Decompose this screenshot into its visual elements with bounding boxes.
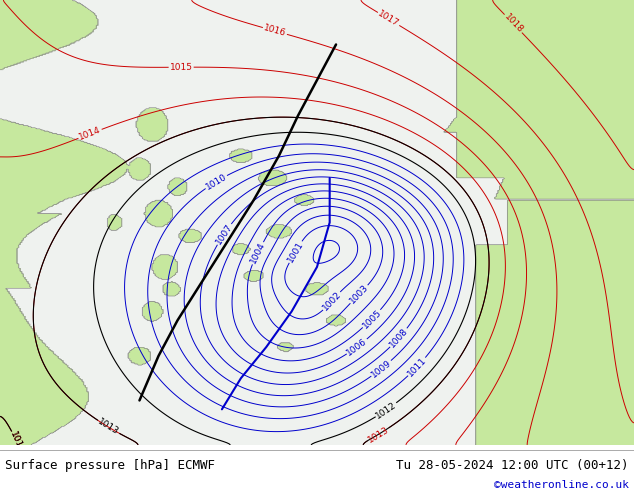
Text: 1003: 1003 bbox=[348, 283, 370, 306]
Text: 1008: 1008 bbox=[388, 326, 410, 349]
Text: 1011: 1011 bbox=[406, 355, 428, 378]
Text: 1002: 1002 bbox=[321, 290, 343, 313]
Text: 1007: 1007 bbox=[214, 222, 234, 246]
Text: 1013: 1013 bbox=[8, 430, 26, 455]
Text: 1001: 1001 bbox=[286, 240, 305, 264]
Text: 1005: 1005 bbox=[361, 308, 383, 330]
Text: 1017: 1017 bbox=[377, 9, 401, 29]
Text: 1013: 1013 bbox=[366, 425, 391, 444]
Text: 1013: 1013 bbox=[8, 430, 26, 455]
Text: 1004: 1004 bbox=[249, 241, 267, 266]
Text: 1015: 1015 bbox=[170, 63, 193, 72]
Text: 1016: 1016 bbox=[262, 24, 287, 38]
Text: Surface pressure [hPa] ECMWF: Surface pressure [hPa] ECMWF bbox=[5, 459, 215, 472]
Text: 1010: 1010 bbox=[204, 172, 228, 192]
Text: ©weatheronline.co.uk: ©weatheronline.co.uk bbox=[494, 480, 629, 490]
Text: Tu 28-05-2024 12:00 UTC (00+12): Tu 28-05-2024 12:00 UTC (00+12) bbox=[396, 459, 629, 472]
Text: 1006: 1006 bbox=[345, 336, 369, 357]
Text: 1012: 1012 bbox=[374, 400, 398, 420]
Text: 1018: 1018 bbox=[502, 12, 524, 35]
Text: 1009: 1009 bbox=[370, 358, 393, 379]
Text: 1014: 1014 bbox=[78, 125, 102, 142]
Text: 1013: 1013 bbox=[96, 417, 120, 437]
